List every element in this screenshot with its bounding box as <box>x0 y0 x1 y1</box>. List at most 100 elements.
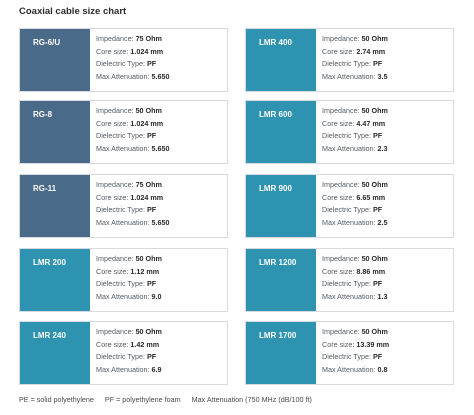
core-size-value: 1.024 mm <box>130 192 164 202</box>
cable-name: LMR 200 <box>33 258 66 267</box>
impedance-label: Impedance: <box>322 106 360 115</box>
core-size-label: Core size: <box>322 266 355 276</box>
core-size-label: Core size: <box>96 118 129 128</box>
core-size-value: 1.024 mm <box>130 46 164 56</box>
core-size-value: 8.86 mm <box>356 266 386 276</box>
cable-card-rg11: RG-11 Impedance: 75 Ohm Core size: 1.024… <box>19 174 228 238</box>
attenuation-value: 6.9 <box>151 364 162 374</box>
dielectric-value: PF <box>147 352 157 362</box>
core-size-label: Core size: <box>96 266 129 276</box>
dielectric-value: PF <box>147 131 157 141</box>
impedance-value: 50 Ohm <box>135 106 162 115</box>
footnote: PE = solid polyethylene PF = polyethylen… <box>19 395 321 404</box>
attenuation-value: 9.0 <box>151 291 162 301</box>
attenuation-value: 2.5 <box>377 217 388 227</box>
cable-color-swatch: LMR 240 <box>20 322 90 384</box>
cable-color-swatch: LMR 1700 <box>246 322 316 384</box>
core-size-value: 1.024 mm <box>130 118 164 128</box>
dielectric-label: Dielectric Type: <box>96 279 145 289</box>
impedance-value: 50 Ohm <box>135 254 162 263</box>
dielectric-value: PF <box>147 59 157 69</box>
core-size-label: Core size: <box>322 46 355 56</box>
dielectric-label: Dielectric Type: <box>322 279 371 289</box>
cable-name: RG-6/U <box>33 38 61 47</box>
attenuation-label: Max Attenuation: <box>96 217 150 227</box>
attenuation-value: 3.5 <box>377 71 388 81</box>
impedance-value: 50 Ohm <box>361 254 388 263</box>
dielectric-value: PF <box>373 131 383 141</box>
impedance-label: Impedance: <box>96 106 134 115</box>
cable-card-lmr900: LMR 900 Impedance: 50 Ohm Core size: 6.6… <box>245 174 454 238</box>
dielectric-value: PF <box>373 279 383 289</box>
core-size-value: 1.12 mm <box>130 266 160 276</box>
page-title: Coaxial cable size chart <box>19 6 127 17</box>
cable-name: RG-8 <box>33 110 53 119</box>
dielectric-label: Dielectric Type: <box>322 131 371 141</box>
cable-card-lmr1700: LMR 1700 Impedance: 50 Ohm Core size: 13… <box>245 321 454 385</box>
core-size-label: Core size: <box>322 339 355 349</box>
core-size-value: 4.47 mm <box>356 118 386 128</box>
cable-color-swatch: RG-11 <box>20 175 90 237</box>
attenuation-label: Max Attenuation: <box>322 217 376 227</box>
cable-name: RG-11 <box>33 184 57 193</box>
cable-card-lmr1200: LMR 1200 Impedance: 50 Ohm Core size: 8.… <box>245 248 454 312</box>
attenuation-label: Max Attenuation: <box>96 291 150 301</box>
cable-card-lmr200: LMR 200 Impedance: 50 Ohm Core size: 1.1… <box>19 248 228 312</box>
cable-color-swatch: LMR 600 <box>246 101 316 163</box>
core-size-label: Core size: <box>322 192 355 202</box>
cable-color-swatch: LMR 200 <box>20 249 90 311</box>
impedance-value: 50 Ohm <box>361 34 388 43</box>
cable-color-swatch: RG-8 <box>20 101 90 163</box>
impedance-label: Impedance: <box>96 254 134 263</box>
dielectric-value: PF <box>373 59 383 69</box>
cable-card-rg8: RG-8 Impedance: 50 Ohm Core size: 1.024 … <box>19 100 228 164</box>
dielectric-label: Dielectric Type: <box>96 205 145 215</box>
impedance-label: Impedance: <box>322 180 360 189</box>
footnote-pf: PF = polyethylene foam <box>104 395 181 404</box>
cable-card-rg6u: RG-6/U Impedance: 75 Ohm Core size: 1.02… <box>19 28 228 92</box>
attenuation-value: 5.650 <box>151 143 170 153</box>
attenuation-value: 2.3 <box>377 143 388 153</box>
cable-card-lmr400: LMR 400 Impedance: 50 Ohm Core size: 2.7… <box>245 28 454 92</box>
cable-name: LMR 900 <box>259 184 292 193</box>
dielectric-value: PF <box>147 279 157 289</box>
cable-card-lmr240: LMR 240 Impedance: 50 Ohm Core size: 1.4… <box>19 321 228 385</box>
attenuation-label: Max Attenuation: <box>322 143 376 153</box>
impedance-label: Impedance: <box>322 254 360 263</box>
core-size-label: Core size: <box>96 46 129 56</box>
attenuation-label: Max Attenuation: <box>96 143 150 153</box>
dielectric-label: Dielectric Type: <box>96 352 145 362</box>
dielectric-label: Dielectric Type: <box>322 205 371 215</box>
core-size-label: Core size: <box>96 192 129 202</box>
impedance-value: 50 Ohm <box>361 327 388 336</box>
dielectric-label: Dielectric Type: <box>96 59 145 69</box>
dielectric-value: PF <box>373 205 383 215</box>
cable-color-swatch: RG-6/U <box>20 29 90 91</box>
attenuation-label: Max Attenuation: <box>322 291 376 301</box>
attenuation-value: 5.650 <box>151 217 170 227</box>
core-size-label: Core size: <box>322 118 355 128</box>
cable-name: LMR 600 <box>259 110 292 119</box>
attenuation-value: 0.8 <box>377 364 388 374</box>
impedance-label: Impedance: <box>96 180 134 189</box>
footnote-attenuation: Max Attenuation (750 MHz (dB/100 ft) <box>191 395 312 404</box>
attenuation-label: Max Attenuation: <box>96 71 150 81</box>
cable-color-swatch: LMR 400 <box>246 29 316 91</box>
dielectric-label: Dielectric Type: <box>96 131 145 141</box>
attenuation-value: 5.650 <box>151 71 170 81</box>
cable-color-swatch: LMR 1200 <box>246 249 316 311</box>
impedance-label: Impedance: <box>96 34 134 43</box>
cable-color-swatch: LMR 900 <box>246 175 316 237</box>
attenuation-value: 1.3 <box>377 291 388 301</box>
dielectric-label: Dielectric Type: <box>322 59 371 69</box>
cable-card-lmr600: LMR 600 Impedance: 50 Ohm Core size: 4.4… <box>245 100 454 164</box>
cable-name: LMR 1700 <box>259 331 297 340</box>
impedance-value: 50 Ohm <box>361 180 388 189</box>
footnote-pe: PE = solid polyethylene <box>19 395 94 404</box>
dielectric-label: Dielectric Type: <box>322 352 371 362</box>
dielectric-value: PF <box>147 205 157 215</box>
impedance-label: Impedance: <box>322 327 360 336</box>
impedance-value: 75 Ohm <box>135 180 162 189</box>
attenuation-label: Max Attenuation: <box>322 364 376 374</box>
impedance-value: 50 Ohm <box>361 106 388 115</box>
